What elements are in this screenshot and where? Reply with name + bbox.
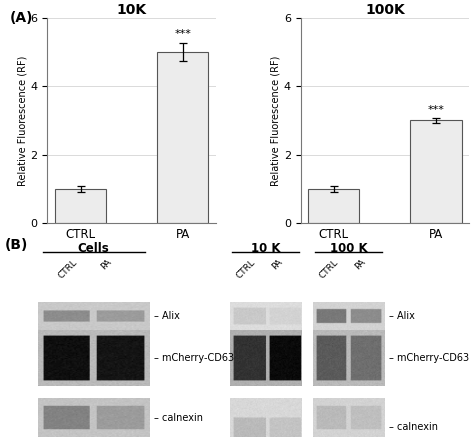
Bar — [308, 189, 359, 223]
Title: 100K: 100K — [365, 3, 405, 17]
Title: 10K: 10K — [117, 3, 147, 17]
Y-axis label: Relative Fluorescence (RF): Relative Fluorescence (RF) — [18, 55, 28, 186]
Text: – Alix: – Alix — [389, 311, 415, 322]
Text: – Alix: – Alix — [154, 311, 180, 322]
Text: – calnexin: – calnexin — [389, 422, 438, 432]
Text: CTRL: CTRL — [318, 258, 340, 280]
Text: CTRL: CTRL — [57, 258, 80, 280]
Text: ***: *** — [174, 29, 191, 39]
Text: 100 K: 100 K — [329, 242, 367, 255]
Text: PA: PA — [270, 258, 284, 272]
Bar — [410, 120, 462, 223]
Text: PA: PA — [353, 258, 367, 272]
Bar — [157, 52, 209, 223]
Text: – mCherry-CD63: – mCherry-CD63 — [389, 353, 469, 363]
Text: (A): (A) — [9, 11, 33, 25]
Text: PA: PA — [100, 258, 114, 272]
Text: 10 K: 10 K — [251, 242, 280, 255]
Text: ***: *** — [428, 105, 445, 116]
Text: CTRL: CTRL — [235, 258, 257, 280]
Bar — [55, 189, 106, 223]
Text: – mCherry-CD63: – mCherry-CD63 — [154, 353, 234, 363]
Y-axis label: Relative Fluorescence (RF): Relative Fluorescence (RF) — [271, 55, 281, 186]
Text: Cells: Cells — [78, 242, 109, 255]
Text: (B): (B) — [5, 238, 28, 252]
Text: – calnexin: – calnexin — [154, 413, 203, 423]
